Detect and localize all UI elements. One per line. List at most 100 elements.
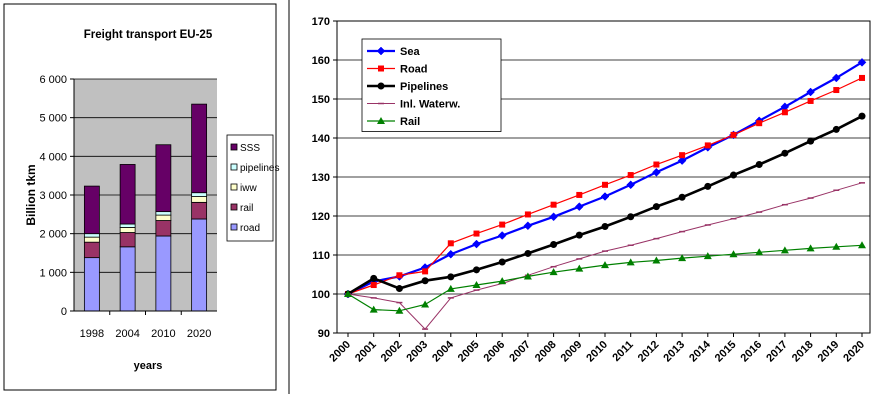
point-rail-2000 [344,290,352,297]
y-tick-label: 6 000 [39,74,67,86]
point-road-2013 [679,152,686,159]
point-road-2005 [473,230,480,237]
y-axis-label: Billion tkm [24,164,38,225]
bar-road-1998 [83,257,100,312]
bar-road-2004 [119,246,136,312]
legend-label-pipelines: Pipelines [400,81,448,93]
x-tick-label: 2014 [687,338,713,364]
point-rail-2003 [421,300,430,308]
bars [83,103,208,312]
point-rail-2015 [729,250,738,258]
legend-label-rail: rail [240,203,253,214]
bar-pipelines-2010 [155,211,172,216]
x-tick-label: 2013 [661,339,687,365]
bar-road-2020 [191,218,208,312]
legend-swatch-rail [230,203,238,211]
point-pipelines-2007 [524,249,532,257]
point-rail-2002 [395,306,404,314]
y-tick-labels: 0 1 000 2 000 3 000 4 000 5 000 6 000 [39,74,67,318]
point-sea-2012 [652,167,661,177]
point-road-2017 [781,109,788,116]
x-tick-label: 2002 [379,339,405,365]
point-rail-2008 [549,268,558,276]
x-tick-label: 2016 [739,339,765,365]
legend-label-road: road [240,223,260,234]
point-pipelines-2015 [730,171,737,179]
point-sea-2018 [806,87,815,97]
point-road-2019 [833,87,840,94]
point-sea-2004 [446,249,456,259]
bar-iww-2020 [191,196,208,203]
point-road-2007 [524,211,531,218]
y-tick-label: 140 [312,133,330,145]
x-tick-label: 2004 [115,328,139,340]
point-sea-2006 [497,231,507,240]
point-pipelines-2020 [858,112,866,120]
x-tick-label: 2017 [764,339,790,365]
legend-label-pipelines: pipelines [240,163,279,174]
y-tick-label: 3 000 [39,190,67,202]
point-rail-2011 [626,258,635,266]
y-tick-label: 170 [312,16,330,28]
x-tick-label: 2005 [456,339,482,365]
legend: Sea Road Pipelines Inl. Waterw. Rail [361,38,502,132]
point-rail-2014 [703,252,712,260]
x-tick-label: 2019 [816,339,842,365]
stacked-bar-chart: Freight transport EU-25 0 1 000 2 000 3 000… [24,29,279,372]
point-road-2016 [756,120,763,127]
point-road-2010 [602,181,608,188]
point-sea-2010 [600,192,610,201]
point-pipelines-2012 [652,203,660,211]
point-rail-2009 [575,264,584,272]
point-rail-2005 [472,281,481,289]
point-road-2020 [859,74,865,81]
y-tick-label: 5 000 [39,113,67,125]
point-rail-2012 [652,256,661,264]
point-pipelines-2006 [498,258,506,266]
point-road-2009 [576,191,583,198]
point-pipelines-2018 [807,137,815,145]
point-sea-2020 [857,57,867,67]
bar-pipelines-1998 [83,233,100,238]
x-tick-label: 2001 [353,339,379,365]
axes [70,78,217,315]
x-axis-label: years [134,360,163,372]
x-tick-label: 2009 [559,339,585,365]
legend-marker-road [378,65,384,72]
point-rail-2018 [806,244,815,252]
point-rail-2006 [498,277,507,285]
point-sea-2019 [831,73,841,83]
point-pipelines-2011 [627,213,635,221]
legend-marker-rail [377,117,385,124]
bar-sss-2004 [119,164,136,225]
series-lines [343,57,867,330]
point-road-2002 [396,272,403,279]
x-tick-label: 2000 [327,339,353,365]
legend-swatch-road [230,223,238,231]
legend-label-sea: Sea [400,46,420,58]
x-tick-label: 2015 [713,339,739,365]
y-tick-label: 130 [312,172,330,184]
point-sea-2011 [626,180,636,190]
legend-label-road: Road [400,64,428,76]
point-rail-2019 [832,242,841,250]
point-road-2014 [704,142,711,149]
x-tick-label: 2012 [636,339,662,365]
point-road-2018 [807,97,814,104]
point-pipelines-2014 [704,182,712,190]
x-tick-label: 2006 [482,339,508,365]
point-pipelines-2017 [781,149,789,157]
bar-rail-2020 [191,201,208,220]
x-tick-label: 2010 [584,339,610,365]
x-tick-label: 2007 [507,339,533,365]
y-tick-label: 120 [312,211,330,223]
point-road-2015 [730,131,737,138]
y-tick-label: 1 000 [39,267,67,279]
point-road-2008 [550,201,557,208]
point-rail-2020 [858,241,866,249]
x-tick-label: 2010 [151,328,175,340]
bar-iww-1998 [83,236,100,243]
legend-marker-sea [376,46,386,56]
bar-iww-2004 [119,227,136,233]
